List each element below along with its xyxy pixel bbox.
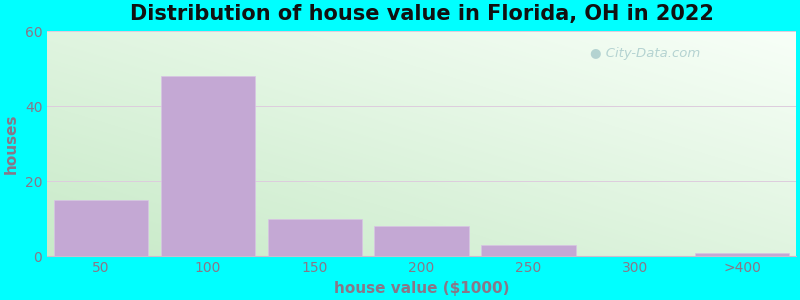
Text: ● City-Data.com: ● City-Data.com — [590, 47, 700, 60]
Bar — [374, 226, 469, 256]
Bar — [161, 76, 254, 256]
Bar — [54, 200, 148, 256]
Bar — [267, 219, 362, 256]
X-axis label: house value ($1000): house value ($1000) — [334, 281, 510, 296]
Bar — [482, 245, 575, 256]
Bar — [695, 253, 790, 256]
Title: Distribution of house value in Florida, OH in 2022: Distribution of house value in Florida, … — [130, 4, 714, 24]
Y-axis label: houses: houses — [4, 114, 19, 174]
